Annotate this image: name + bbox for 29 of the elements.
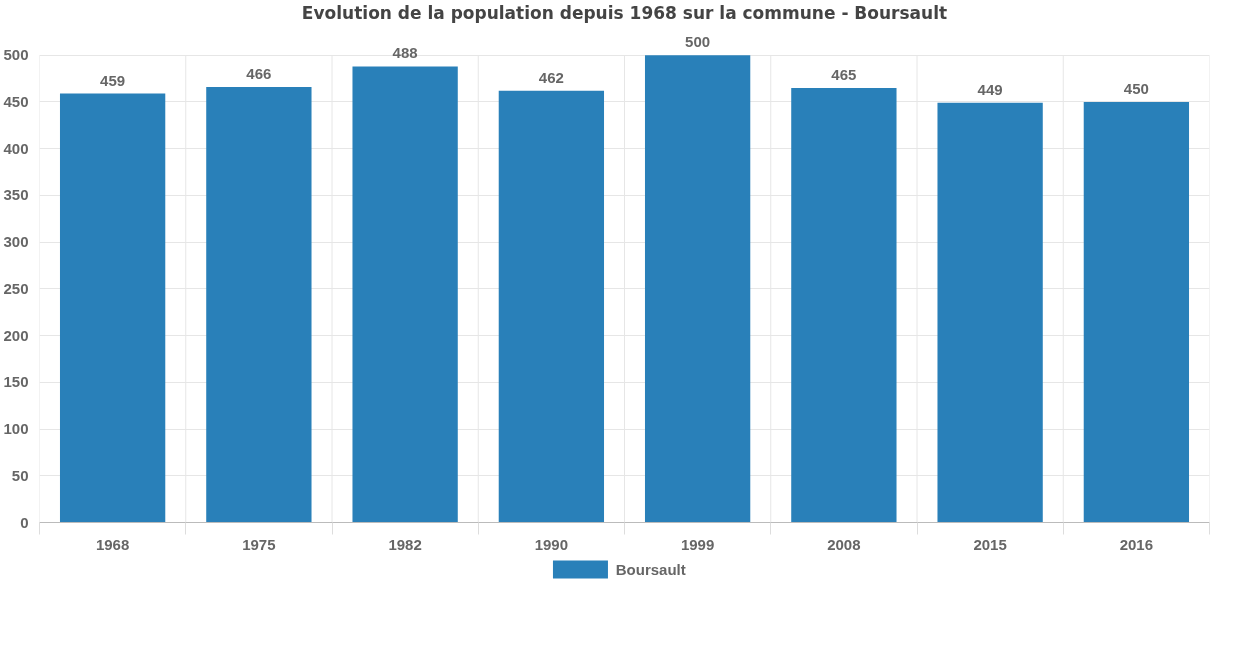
data-label: 462 — [538, 68, 564, 86]
y-tick-label: 0 — [20, 513, 29, 531]
data-label: 449 — [977, 80, 1003, 98]
x-tick-label: 1968 — [95, 535, 130, 553]
data-label: 488 — [392, 44, 418, 62]
data-label: 450 — [1123, 79, 1149, 97]
y-tick-label: 300 — [3, 233, 29, 251]
data-label: 459 — [100, 71, 126, 89]
data-label: 466 — [246, 64, 272, 82]
legend-label: Boursault — [615, 561, 686, 578]
x-tick-label: 1990 — [534, 535, 569, 553]
x-tick-label: 1999 — [680, 535, 715, 553]
x-tick-label: 2016 — [1119, 535, 1154, 553]
y-tick-label: 50 — [11, 466, 29, 484]
y-tick-label: 100 — [3, 420, 29, 438]
data-label: 500 — [685, 33, 711, 51]
y-tick-label: 400 — [3, 139, 29, 157]
y-tick-label: 350 — [3, 186, 29, 204]
y-tick-label: 500 — [3, 46, 29, 64]
chart-title: Evolution de la population depuis 1968 sur la commune - Boursault — [301, 2, 948, 23]
x-tick-label: 2015 — [973, 535, 1007, 553]
y-tick-label: 200 — [3, 326, 29, 344]
x-tick-label: 1982 — [388, 535, 422, 553]
y-tick-label: 450 — [3, 92, 29, 110]
y-tick-label: 250 — [3, 279, 29, 297]
x-tick-label: 1975 — [242, 535, 276, 553]
y-tick-label: 150 — [3, 373, 29, 391]
data-label: 465 — [831, 65, 857, 83]
x-tick-label: 2008 — [827, 535, 861, 553]
